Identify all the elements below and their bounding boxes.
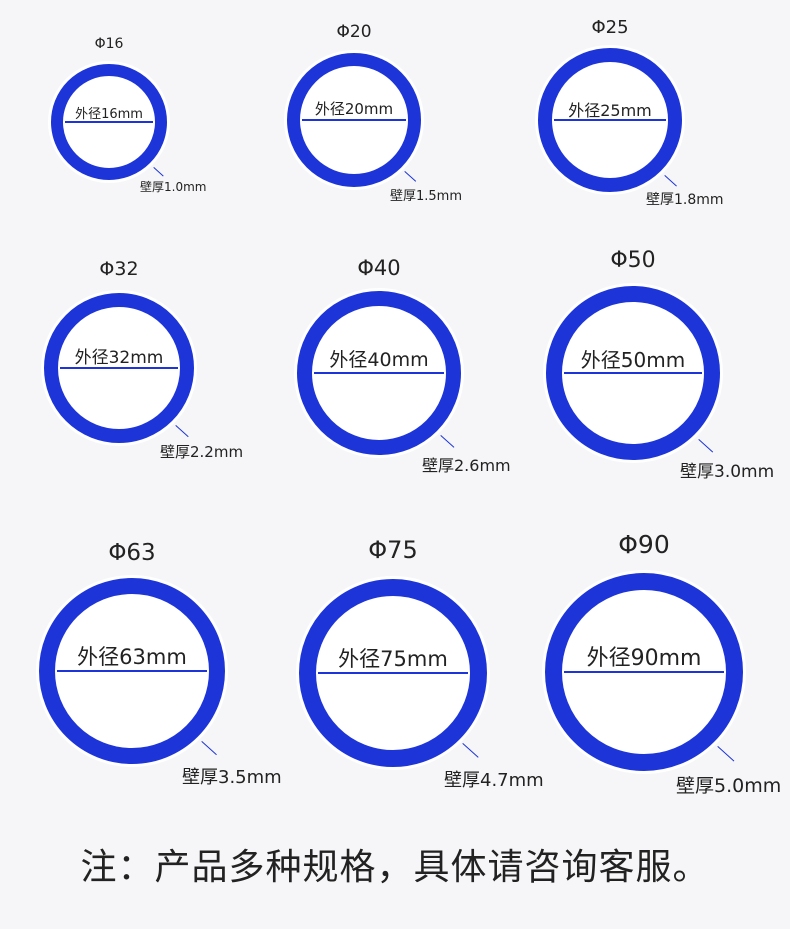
- wall-thickness-label: 壁厚1.8mm: [646, 192, 724, 208]
- diameter-line: [564, 372, 702, 374]
- diameter-label: 外径90mm: [586, 646, 702, 672]
- thickness-leader-line: [175, 425, 189, 437]
- thickness-leader-line: [440, 434, 455, 448]
- wall-thickness-label: 壁厚3.5mm: [182, 767, 282, 788]
- thickness-leader-line: [664, 174, 677, 187]
- diameter-line: [60, 367, 178, 369]
- size-title: Φ25: [591, 17, 629, 38]
- diameter-line: [564, 671, 724, 673]
- thickness-leader-line: [201, 740, 217, 756]
- diameter-label: 外径63mm: [77, 644, 187, 669]
- wall-thickness-label: 壁厚4.7mm: [444, 770, 544, 791]
- footer-note: 注：产品多种规格，具体请咨询客服。: [80, 847, 710, 888]
- wall-thickness-label: 壁厚2.6mm: [422, 456, 511, 475]
- wall-thickness-label: 壁厚5.0mm: [676, 775, 782, 797]
- thickness-leader-line: [153, 167, 164, 177]
- size-title: Φ50: [610, 248, 656, 273]
- size-title: Φ20: [336, 22, 372, 42]
- diameter-line: [318, 672, 468, 674]
- diameter-line: [554, 119, 666, 121]
- diameter-line: [65, 121, 153, 123]
- diameter-label: 外径16mm: [75, 107, 143, 123]
- diameter-label: 外径25mm: [568, 100, 652, 120]
- size-title: Φ16: [94, 36, 124, 52]
- diameter-label: 外径40mm: [329, 349, 429, 372]
- diameter-line: [302, 119, 406, 121]
- diameter-label: 外径20mm: [314, 100, 394, 119]
- thickness-leader-line: [717, 746, 735, 762]
- diameter-label: 外径75mm: [338, 646, 448, 671]
- wall-thickness-label: 壁厚1.5mm: [390, 189, 463, 204]
- wall-thickness-label: 壁厚1.0mm: [140, 180, 207, 194]
- size-title: Φ63: [108, 540, 156, 566]
- thickness-leader-line: [697, 438, 713, 453]
- diameter-label: 外径32mm: [74, 348, 164, 369]
- thickness-leader-line: [404, 171, 417, 182]
- size-title: Φ75: [368, 536, 418, 564]
- thickness-leader-line: [462, 743, 479, 759]
- diameter-line: [314, 372, 444, 374]
- diameter-label: 外径50mm: [580, 348, 686, 372]
- wall-thickness-label: 壁厚2.2mm: [160, 443, 244, 461]
- size-title: Φ90: [618, 530, 670, 559]
- diameter-line: [57, 670, 207, 672]
- size-title: Φ32: [99, 258, 139, 280]
- wall-thickness-label: 壁厚3.0mm: [680, 462, 775, 482]
- size-title: Φ40: [357, 256, 401, 280]
